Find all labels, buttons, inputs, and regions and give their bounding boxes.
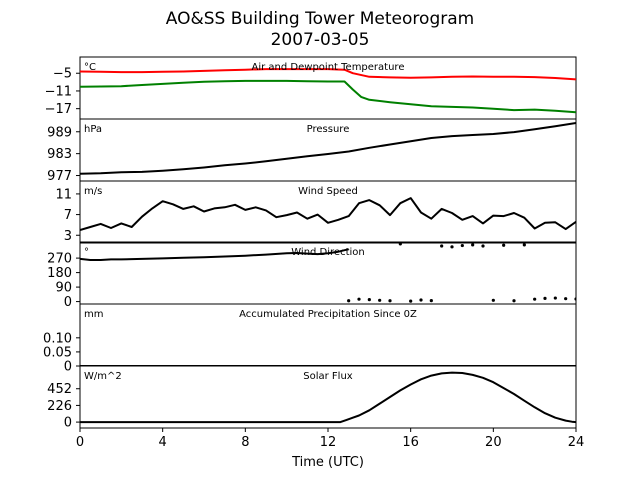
- y-tick-label: 180: [47, 266, 72, 281]
- panel-title: Wind Direction: [291, 247, 365, 258]
- data-point: [491, 298, 495, 302]
- panel-2: 11 7 3 m/s Wind Speed: [55, 180, 577, 244]
- y-tick-label: 7: [64, 208, 72, 223]
- panel-unit-label: W/m^2: [84, 371, 122, 382]
- y-tick-label: 0.05: [43, 345, 72, 360]
- panels-group: −5 −11 −17 °C Air and Dewpoint Temperature 98…: [43, 56, 577, 431]
- x-tick-label: 4: [159, 435, 167, 450]
- data-point: [378, 298, 382, 302]
- data-point: [564, 297, 568, 301]
- data-point: [429, 299, 433, 303]
- data-point: [460, 243, 464, 248]
- y-tick-label: 270: [47, 252, 72, 267]
- y-tick-label: 3: [64, 229, 72, 244]
- data-point: [533, 297, 537, 301]
- panel-unit-label: hPa: [84, 124, 102, 135]
- panel-4: 0.100.050 mm Accumulated Precipitation Sin…: [43, 303, 577, 375]
- x-tick-label: 8: [241, 435, 249, 450]
- y-tick-label: −5: [53, 67, 72, 82]
- data-point: [471, 243, 475, 247]
- data-point: [367, 298, 371, 302]
- data-point: [481, 244, 485, 248]
- y-tick-label: 0: [64, 416, 72, 431]
- data-point: [450, 245, 454, 249]
- panel-frame: [79, 180, 577, 244]
- data-point: [388, 299, 392, 303]
- x-tick-label: 24: [568, 435, 585, 450]
- data-point: [347, 299, 351, 303]
- series-line: [80, 79, 576, 114]
- y-tick-label: 983: [47, 147, 72, 162]
- panel-title: Accumulated Precipitation Since 0Z: [239, 309, 417, 320]
- data-point: [357, 297, 361, 301]
- y-tick-label: 0: [64, 295, 72, 310]
- y-tick-label: 11: [55, 187, 72, 202]
- y-tick-label: −17: [45, 102, 72, 117]
- y-tick-label: 0.10: [43, 331, 72, 346]
- data-point: [440, 244, 444, 248]
- x-tick-label: 16: [402, 435, 419, 450]
- x-axis-label: Time (UTC): [291, 455, 364, 470]
- y-tick-label: 226: [47, 399, 72, 414]
- x-axis: 0 4 8 12 16 20 24: [76, 428, 584, 450]
- panel-5: 452 226 0 W/m^2 Solar Flux: [47, 365, 577, 431]
- x-tick-label: 12: [320, 435, 337, 450]
- panel-0: −5 −11 −17 °C Air and Dewpoint Temperature: [45, 56, 577, 120]
- data-point: [512, 299, 516, 303]
- chart-title: AO&SS Building Tower Meteorogram: [166, 9, 474, 29]
- panel-title: Pressure: [307, 124, 350, 135]
- y-tick-label: 977: [47, 169, 72, 184]
- panel-1: 989 983 977 hPa Pressure: [47, 118, 577, 184]
- data-point: [502, 243, 506, 247]
- data-point: [543, 296, 547, 300]
- data-point: [409, 299, 413, 303]
- y-tick-label: −11: [45, 84, 72, 99]
- y-tick-label: 989: [47, 125, 72, 140]
- panel-unit-label: °: [84, 247, 89, 258]
- y-tick-label: 452: [47, 382, 72, 397]
- y-tick-label: 0: [64, 360, 72, 375]
- panel-title: Wind Speed: [298, 186, 358, 197]
- panel-unit-label: m/s: [84, 186, 102, 197]
- data-point: [419, 298, 423, 302]
- panel-unit-label: mm: [84, 309, 103, 320]
- series-line: [80, 371, 576, 424]
- series-line: [80, 122, 576, 175]
- series-line: [80, 68, 576, 81]
- panel-title: Solar Flux: [303, 371, 353, 382]
- panel-unit-label: °C: [84, 62, 96, 73]
- data-point: [522, 243, 526, 247]
- x-tick-label: 0: [76, 435, 84, 450]
- series-line: [80, 248, 349, 261]
- panel-title: Air and Dewpoint Temperature: [252, 62, 405, 73]
- y-tick-label: 90: [55, 281, 72, 296]
- series-line: [80, 197, 576, 232]
- data-point: [553, 296, 557, 300]
- chart-subtitle: 2007-03-05: [271, 30, 370, 50]
- data-point: [398, 242, 402, 246]
- x-tick-label: 20: [485, 435, 502, 450]
- data-point: [574, 297, 576, 301]
